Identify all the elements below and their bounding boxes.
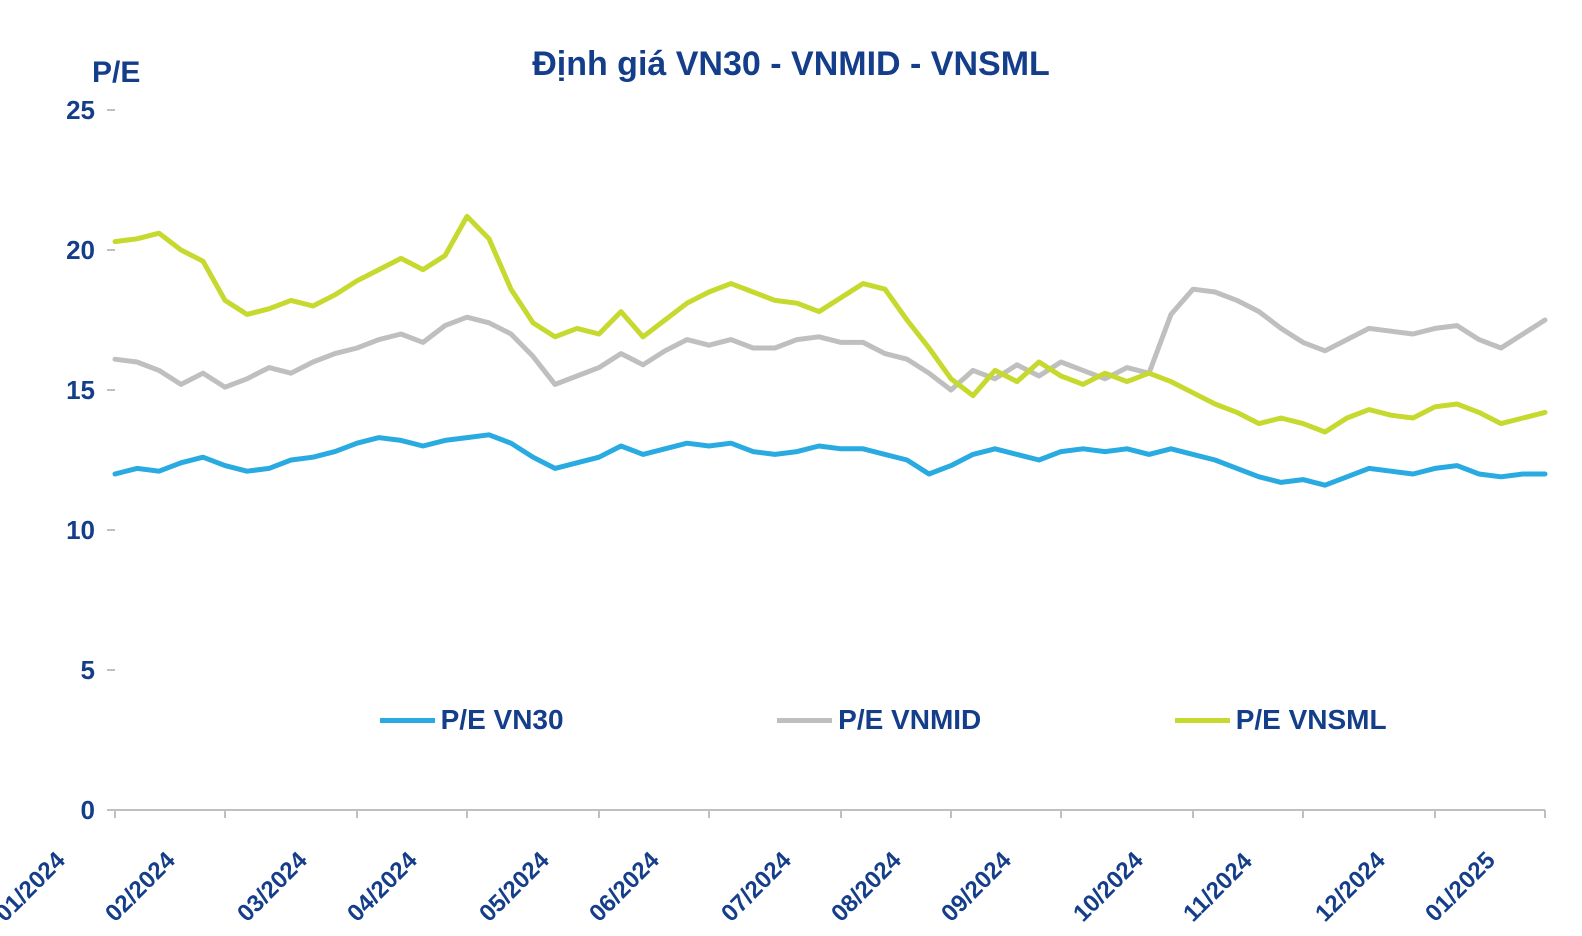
legend-label-vnsml: P/E VNSML [1236,704,1387,736]
legend-item-vn30: P/E VN30 [380,704,564,736]
series-line-vn30 [115,435,1545,485]
legend-swatch-vnmid [777,718,832,723]
series-line-vnsml [115,216,1545,432]
plot-area [0,0,1582,936]
legend-item-vnmid: P/E VNMID [777,704,981,736]
legend-label-vnmid: P/E VNMID [838,704,981,736]
legend-swatch-vn30 [380,718,435,723]
legend-label-vn30: P/E VN30 [441,704,564,736]
legend-swatch-vnsml [1175,718,1230,723]
legend-item-vnsml: P/E VNSML [1175,704,1387,736]
